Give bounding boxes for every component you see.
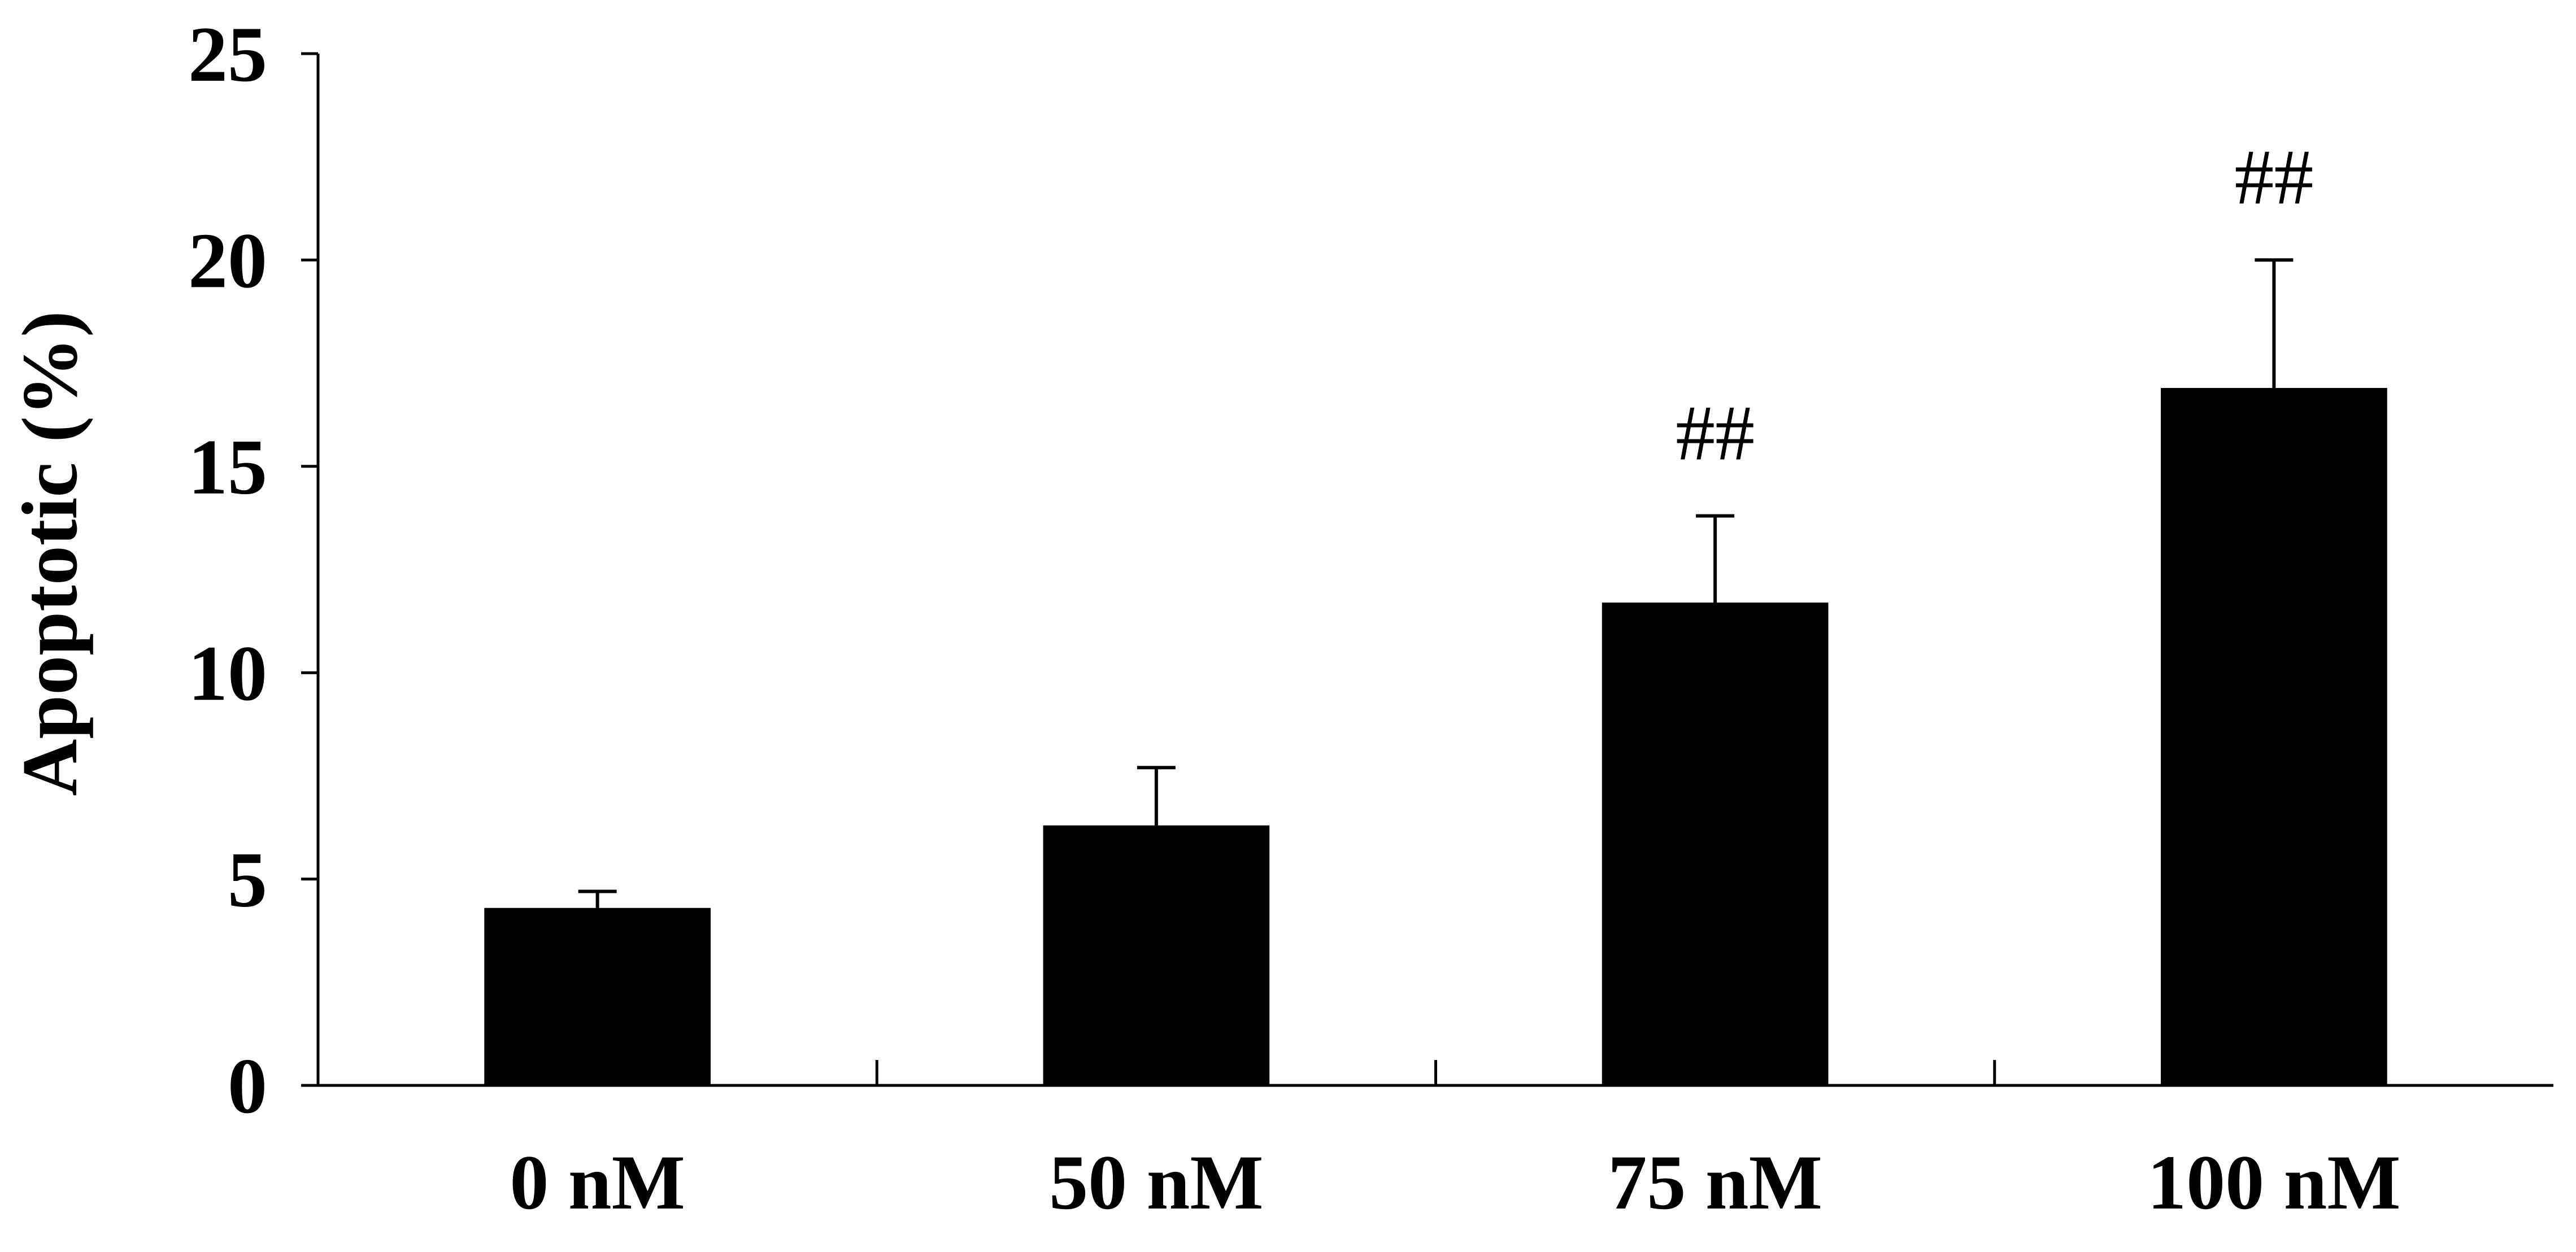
significance-annotations: ## ## [1676, 133, 2313, 477]
x-tick-labels: 0 nM 50 nM 75 nM 100 nM [510, 1139, 2400, 1225]
error-bars [578, 258, 2294, 908]
significance-marker: ## [1676, 389, 1755, 477]
bars [484, 387, 2387, 1085]
bar [1043, 825, 1270, 1085]
bar [1602, 602, 1829, 1085]
bar [484, 908, 711, 1085]
y-tick-labels: 0 5 10 15 20 25 [188, 11, 267, 1130]
y-tick-label: 5 [228, 836, 267, 924]
y-tick-label: 0 [228, 1042, 267, 1130]
y-tick-label: 25 [188, 11, 267, 98]
y-axis-title: Apoptotic (%) [6, 311, 94, 796]
x-tick-label: 75 nM [1608, 1139, 1822, 1225]
x-tick-label: 50 nM [1049, 1139, 1264, 1225]
y-tick-label: 20 [188, 217, 267, 304]
x-tick-label: 0 nM [510, 1139, 685, 1225]
bar [2161, 387, 2387, 1085]
significance-marker: ## [2234, 133, 2313, 221]
y-tick-label: 10 [188, 630, 267, 717]
x-tick-label: 100 nM [2147, 1139, 2401, 1225]
y-tick-label: 15 [188, 424, 267, 511]
